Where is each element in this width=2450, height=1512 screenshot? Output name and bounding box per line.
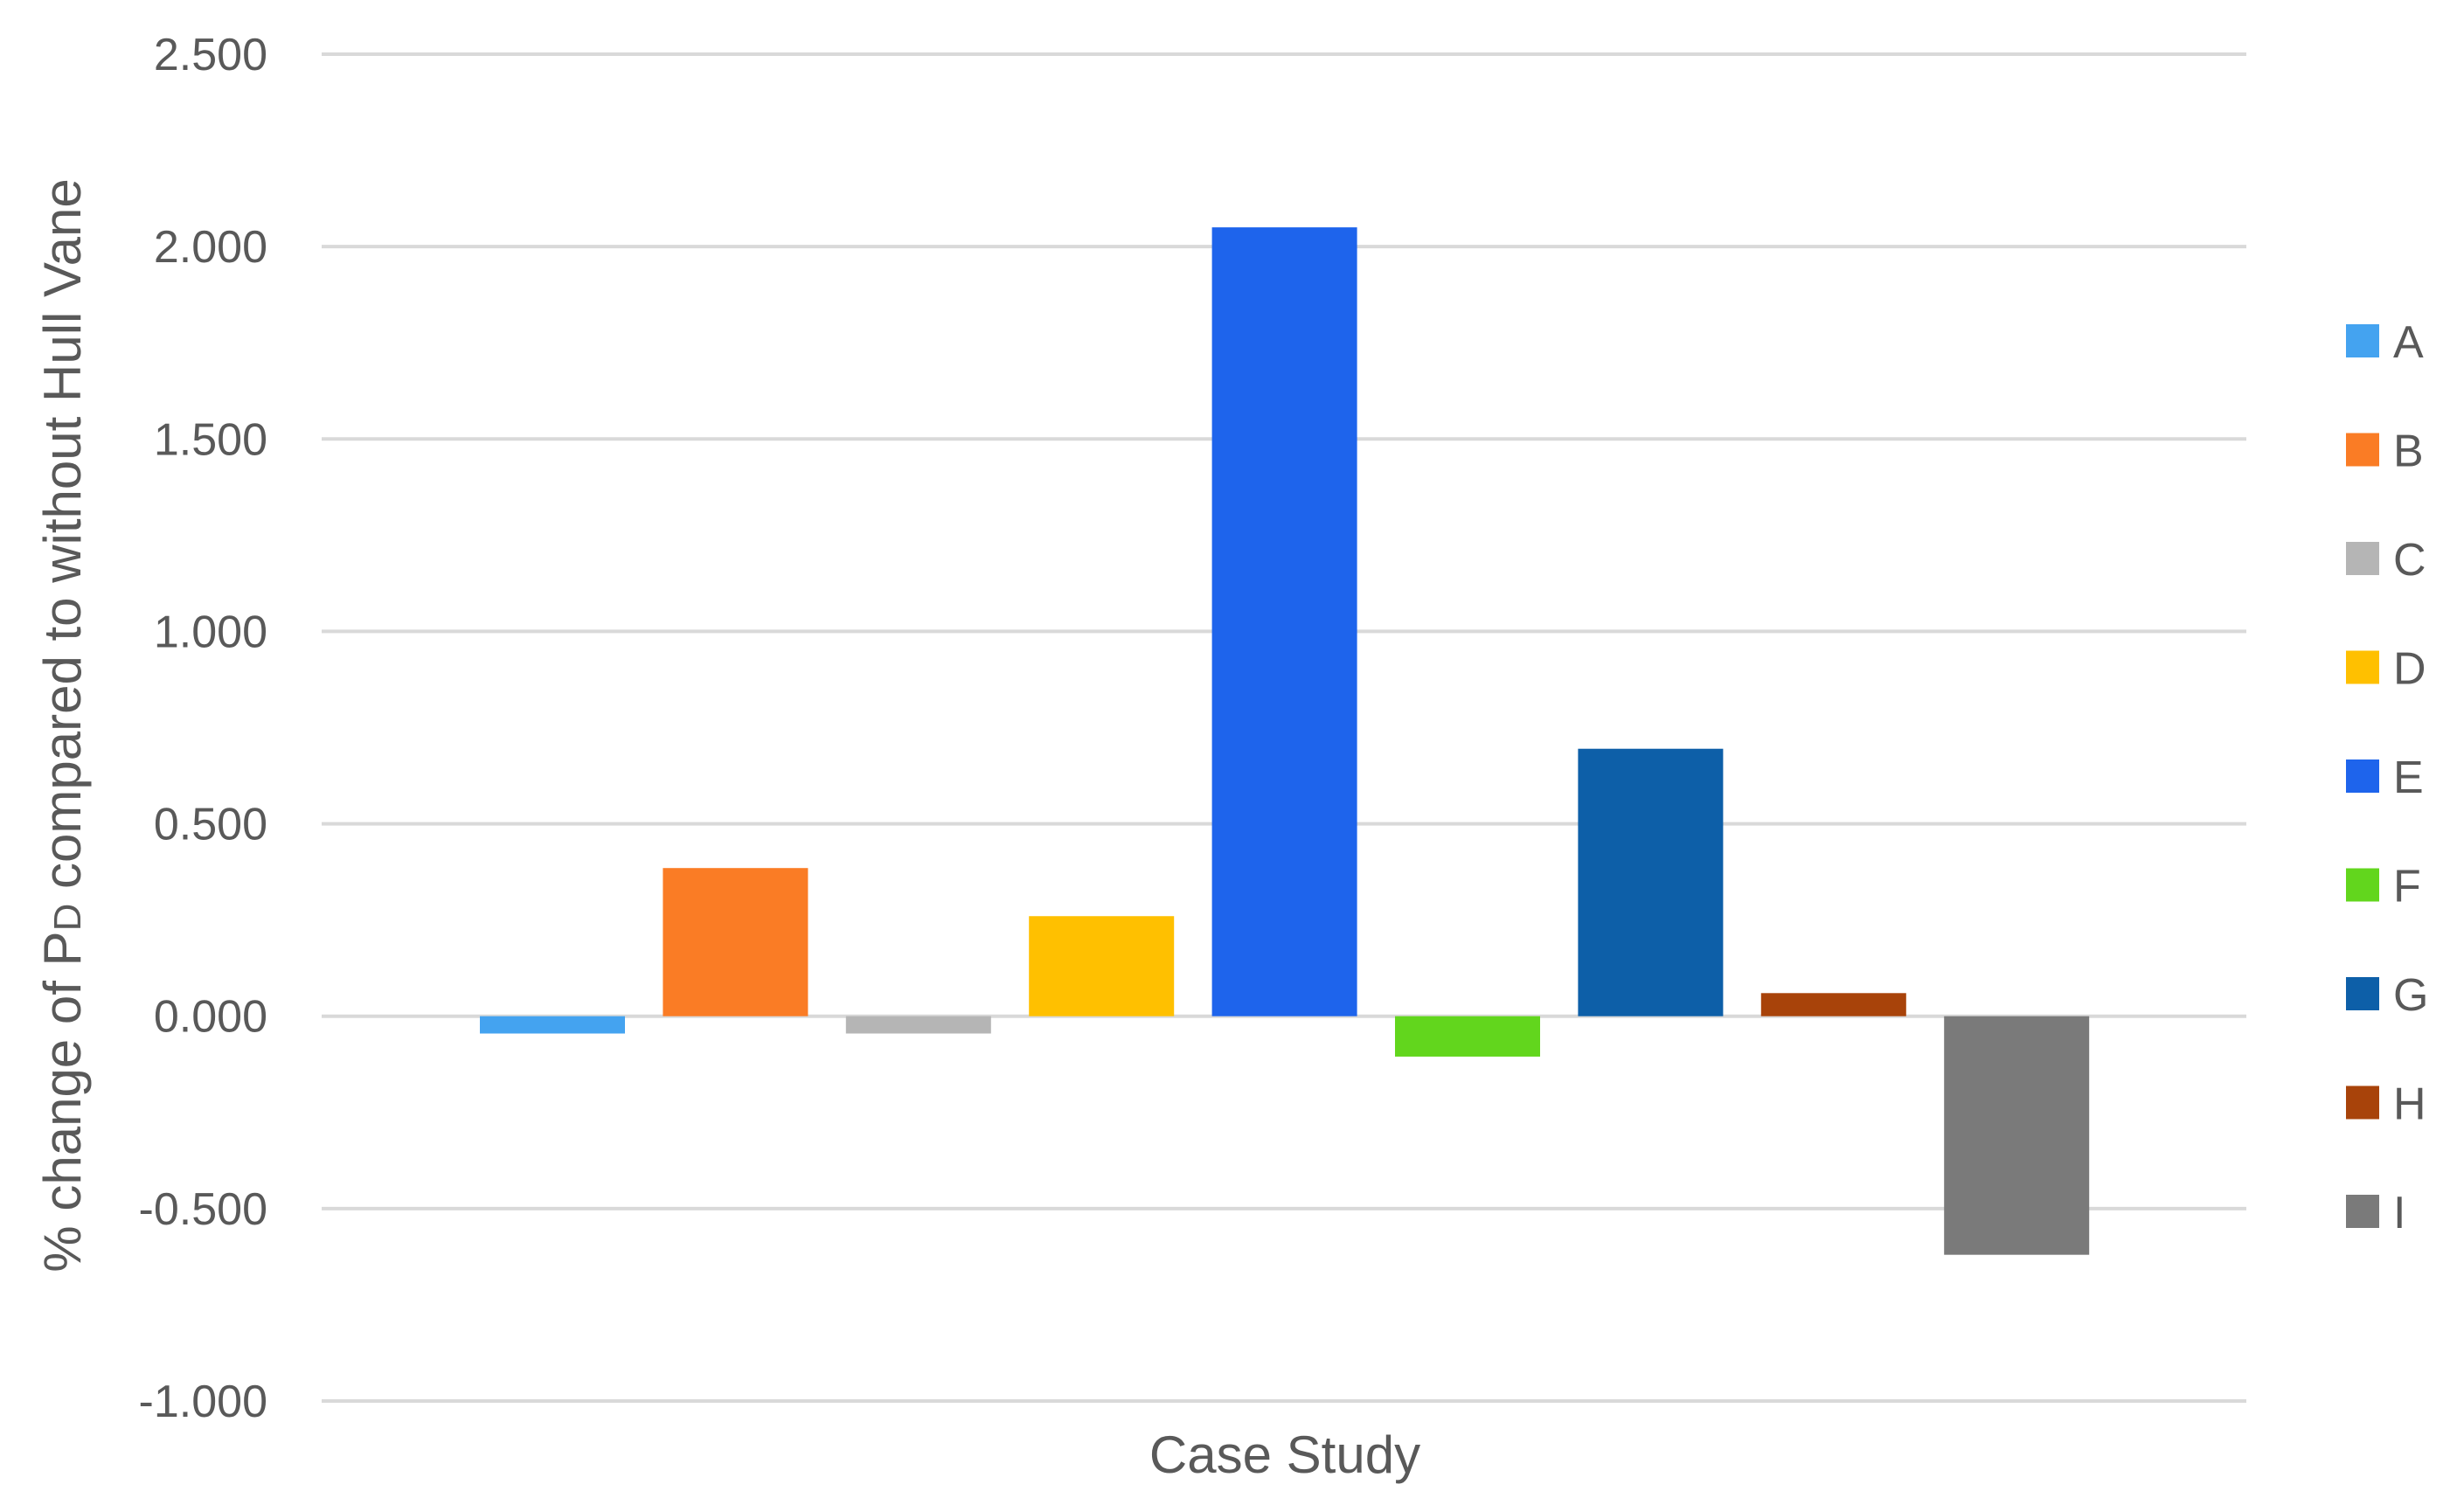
y-axis-title-suffix: compared to without Hull Vane [33,178,92,903]
y-tick-label: 2.500 [154,30,267,80]
y-tick-label: 2.000 [154,222,267,273]
bar-i [1944,1016,2090,1255]
bar-b [663,868,809,1016]
bar-g [1578,748,1724,1016]
x-axis-title: Case Study [1149,1425,1420,1484]
legend-swatch-d [2346,650,2379,684]
legend-swatch-g [2346,977,2379,1010]
legend: A B C D E F G H I [2346,317,2428,1238]
bar-e [1211,227,1357,1016]
legend-label-d: D [2393,644,2426,695]
y-tick-label: 0.500 [154,800,267,850]
y-axis-title-prefix: % change of P [33,931,92,1272]
bar-a [480,1016,625,1034]
legend-swatch-c [2346,542,2379,575]
legend-label-e: E [2393,753,2424,803]
legend-swatch-f [2346,868,2379,902]
y-axis-title-subscript: D [46,904,89,932]
y-tick-label: 1.000 [154,607,267,657]
y-tick-label: -0.500 [139,1184,267,1235]
bars [480,227,2090,1255]
y-tick-label: -1.000 [139,1377,267,1427]
bar-h [1760,993,1906,1016]
y-tick-label: 0.000 [154,992,267,1043]
bar-c [845,1016,991,1034]
legend-label-f: F [2393,862,2421,912]
legend-label-c: C [2393,535,2426,586]
y-axis-ticks: -1.000 -0.500 0.000 0.500 1.000 1.500 2.000 2.5… [139,30,267,1427]
legend-label-h: H [2393,1079,2426,1130]
legend-swatch-b [2346,433,2379,467]
bar-f [1395,1016,1540,1057]
legend-swatch-i [2346,1195,2379,1228]
y-axis-title: % change of PD compared to without Hull … [33,178,92,1272]
legend-label-g: G [2393,970,2428,1021]
bar-d [1029,916,1175,1016]
legend-label-i: I [2393,1188,2405,1238]
legend-swatch-h [2346,1085,2379,1120]
legend-swatch-a [2346,324,2379,357]
legend-label-b: B [2393,427,2424,477]
legend-swatch-e [2346,759,2379,793]
y-tick-label: 1.500 [154,414,267,465]
legend-label-a: A [2393,317,2424,368]
